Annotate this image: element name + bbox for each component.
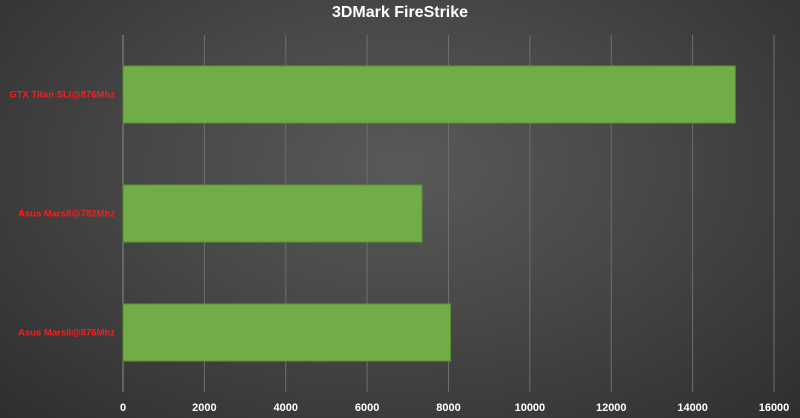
- x-tick-label: 10000: [515, 402, 546, 414]
- x-tick-label: 0: [120, 402, 126, 414]
- x-tick-label: 14000: [677, 402, 708, 414]
- x-tick-label: 4000: [274, 402, 298, 414]
- category-label: Asus MarsII@782Mhz: [18, 209, 115, 220]
- x-tick-label: 16000: [759, 402, 790, 414]
- bar: [122, 303, 452, 362]
- chart-title: 3DMark FireStrike: [331, 4, 469, 21]
- x-tick-label: 8000: [436, 402, 460, 414]
- bar: [122, 184, 423, 243]
- x-tick-label: 12000: [596, 402, 627, 414]
- x-tick-label: 6000: [355, 402, 379, 414]
- category-label: Asus MarsII@876Mhz: [18, 328, 115, 339]
- category-label: GTX Titan SLI@876Mhz: [9, 90, 115, 101]
- x-tick-label: 2000: [192, 402, 216, 414]
- bar: [122, 65, 736, 124]
